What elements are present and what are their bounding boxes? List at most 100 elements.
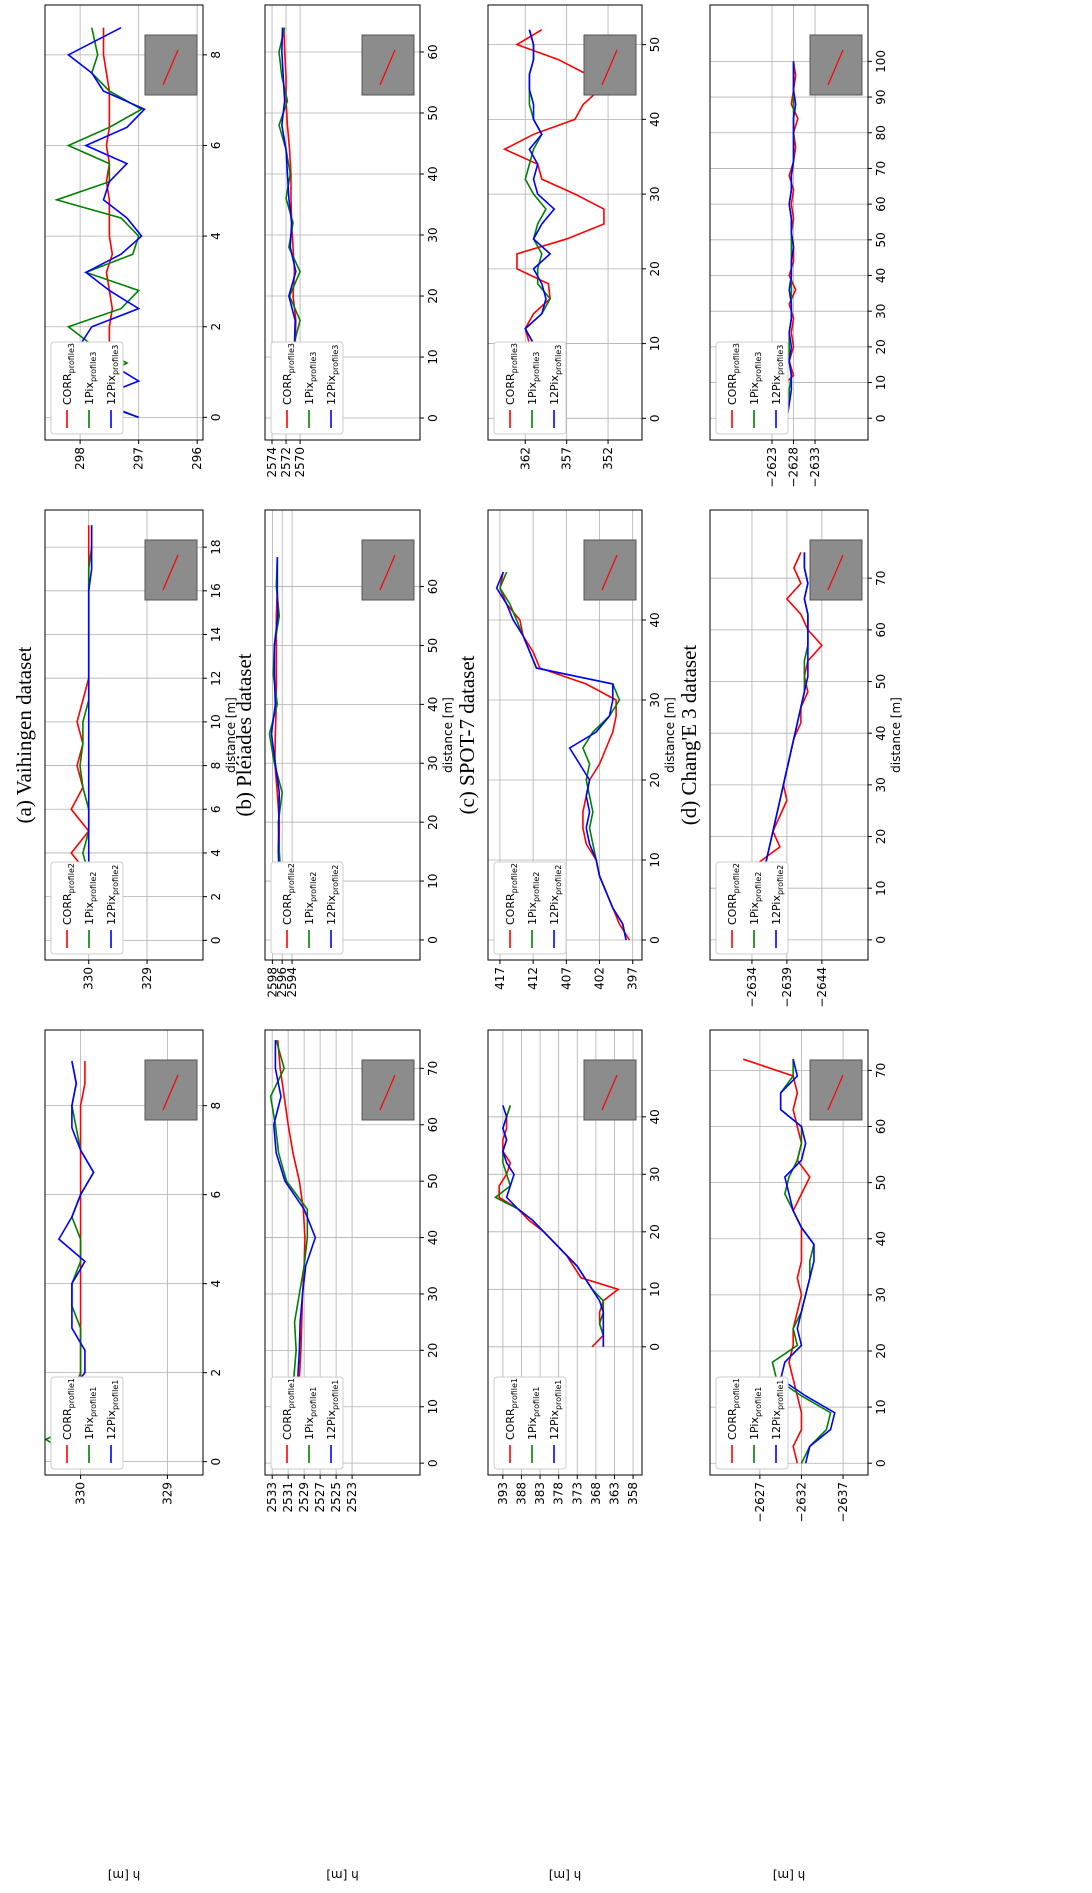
x-tick-label: 8 <box>209 1102 223 1110</box>
legend-subscript: profile1 <box>309 1387 318 1417</box>
legend-label: 12Pixprofile3 <box>105 345 120 405</box>
legend-subscript: profile1 <box>532 1387 541 1417</box>
y-tick-label: 352 <box>601 447 615 470</box>
inset-profile <box>827 554 844 591</box>
legend-label: 12Pixprofile3 <box>325 345 340 405</box>
y-tick-label: 2529 <box>297 1482 311 1513</box>
legend-name: 1Pix <box>748 1417 761 1440</box>
y-tick-label: 2598 <box>265 967 279 998</box>
legend-box <box>50 861 124 955</box>
legend-subscript: profile2 <box>89 872 98 902</box>
x-tick-label: 6 <box>209 142 223 150</box>
legend-name: 1Pix <box>303 902 316 925</box>
x-tick-label: 10 <box>874 1399 888 1414</box>
plot-area <box>45 5 203 440</box>
y-tick-label: −2637 <box>836 1482 850 1523</box>
x-tick-label: 60 <box>426 1117 440 1132</box>
y-tick-label: 407 <box>559 967 573 990</box>
legend-label: 1Pixprofile3 <box>526 352 541 405</box>
x-axis-label: distance [m] <box>224 697 238 773</box>
legend-name: CORR <box>504 1408 517 1440</box>
plot-frame <box>44 4 204 441</box>
legend-box <box>493 1376 567 1470</box>
legend-box <box>270 1376 344 1470</box>
plot-area <box>710 510 868 960</box>
plot-frame <box>709 4 869 441</box>
x-tick-label: 50 <box>874 1175 888 1190</box>
legend-name: 12Pix <box>105 375 118 405</box>
x-tick-label: 30 <box>874 304 888 319</box>
legend-label: 1Pixprofile2 <box>526 872 541 925</box>
legend-subscript: profile3 <box>111 345 120 375</box>
chart-panel: 0102030405060257025722574CORRprofile31Pi… <box>264 4 440 478</box>
x-tick-label: 50 <box>874 674 888 689</box>
x-tick-label: 40 <box>426 166 440 181</box>
legend-subscript: profile3 <box>89 352 98 382</box>
x-tick-label: 30 <box>648 692 662 707</box>
x-tick-label: 90 <box>874 89 888 104</box>
legend-box <box>715 1376 789 1470</box>
legend-label: CORRprofile3 <box>61 343 76 405</box>
legend-box <box>270 861 344 955</box>
panel-title: (d) Chang'E 3 dataset <box>677 645 701 826</box>
x-tick-label: 40 <box>874 726 888 741</box>
legend-name: 1Pix <box>748 382 761 405</box>
legend-name: CORR <box>61 1408 74 1440</box>
legend-label: CORRprofile2 <box>726 863 741 925</box>
x-tick-label: 10 <box>874 375 888 390</box>
x-tick-label: 20 <box>426 815 440 830</box>
legend-subscript: profile2 <box>776 865 785 895</box>
legend-label: 1Pixprofile3 <box>303 352 318 405</box>
x-tick-label: 20 <box>648 261 662 276</box>
x-tick-label: 30 <box>426 1286 440 1301</box>
y-tick-label: 362 <box>518 447 532 470</box>
y-tick-label: 2596 <box>275 967 289 998</box>
y-tick-label: 2574 <box>265 447 279 478</box>
y-tick-label: 330 <box>82 967 96 990</box>
y-tick-label: 383 <box>533 1482 547 1505</box>
legend-label: 12Pixprofile1 <box>548 1380 563 1440</box>
x-tick-label: 40 <box>648 1109 662 1124</box>
x-tick-label: 4 <box>209 232 223 240</box>
data-line <box>495 571 627 941</box>
legend-label: 1Pixprofile2 <box>748 872 763 925</box>
chart-panel: 010203040506070−2644−2639−2634CORRprofil… <box>677 509 903 1008</box>
x-tick-label: 10 <box>426 349 440 364</box>
y-tick-label: 2523 <box>345 1482 359 1513</box>
legend-subscript: profile1 <box>287 1378 296 1408</box>
plot-frame <box>709 509 869 961</box>
data-line <box>502 1105 605 1347</box>
legend-name: 12Pix <box>325 375 338 405</box>
y-tick-label: 402 <box>593 967 607 990</box>
legend-subscript: profile1 <box>67 1378 76 1408</box>
x-tick-label: 20 <box>426 288 440 303</box>
legend-label: CORRprofile1 <box>281 1378 296 1440</box>
y-tick-label: 397 <box>626 967 640 990</box>
inset-profile <box>162 554 179 591</box>
legend-label: CORRprofile2 <box>504 863 519 925</box>
legend-label: 12Pixprofile1 <box>770 1380 785 1440</box>
x-tick-label: 20 <box>426 1343 440 1358</box>
legend-subscript: profile2 <box>67 863 76 893</box>
y-tick-label: 2533 <box>265 1482 279 1513</box>
x-tick-label: 50 <box>874 232 888 247</box>
legend-name: 12Pix <box>770 1410 783 1440</box>
legend-box <box>270 341 344 435</box>
plot-frame <box>487 4 643 441</box>
y-axis-label: h [m] <box>108 1868 140 1882</box>
legend-label: 1Pixprofile3 <box>83 352 98 405</box>
legend-label: CORRprofile2 <box>61 863 76 925</box>
data-line <box>779 1058 836 1464</box>
chart-panel: 02468296297298CORRprofile31Pixprofile312… <box>44 4 223 470</box>
legend-subscript: profile3 <box>776 345 785 375</box>
plot-frame <box>487 1029 643 1476</box>
chart-panel: 0 10 20 30 40 50 60 70 80 90 100 −2633 −2628 −2623 COR… <box>709 4 888 488</box>
x-tick-label: 10 <box>648 336 662 351</box>
x-tick-label: 2 <box>209 323 223 331</box>
y-tick-label: 297 <box>132 447 146 470</box>
inset-profile <box>379 554 396 591</box>
x-tick-label: 60 <box>426 579 440 594</box>
y-tick-label: 417 <box>493 967 507 990</box>
x-tick-label: 4 <box>209 1280 223 1288</box>
